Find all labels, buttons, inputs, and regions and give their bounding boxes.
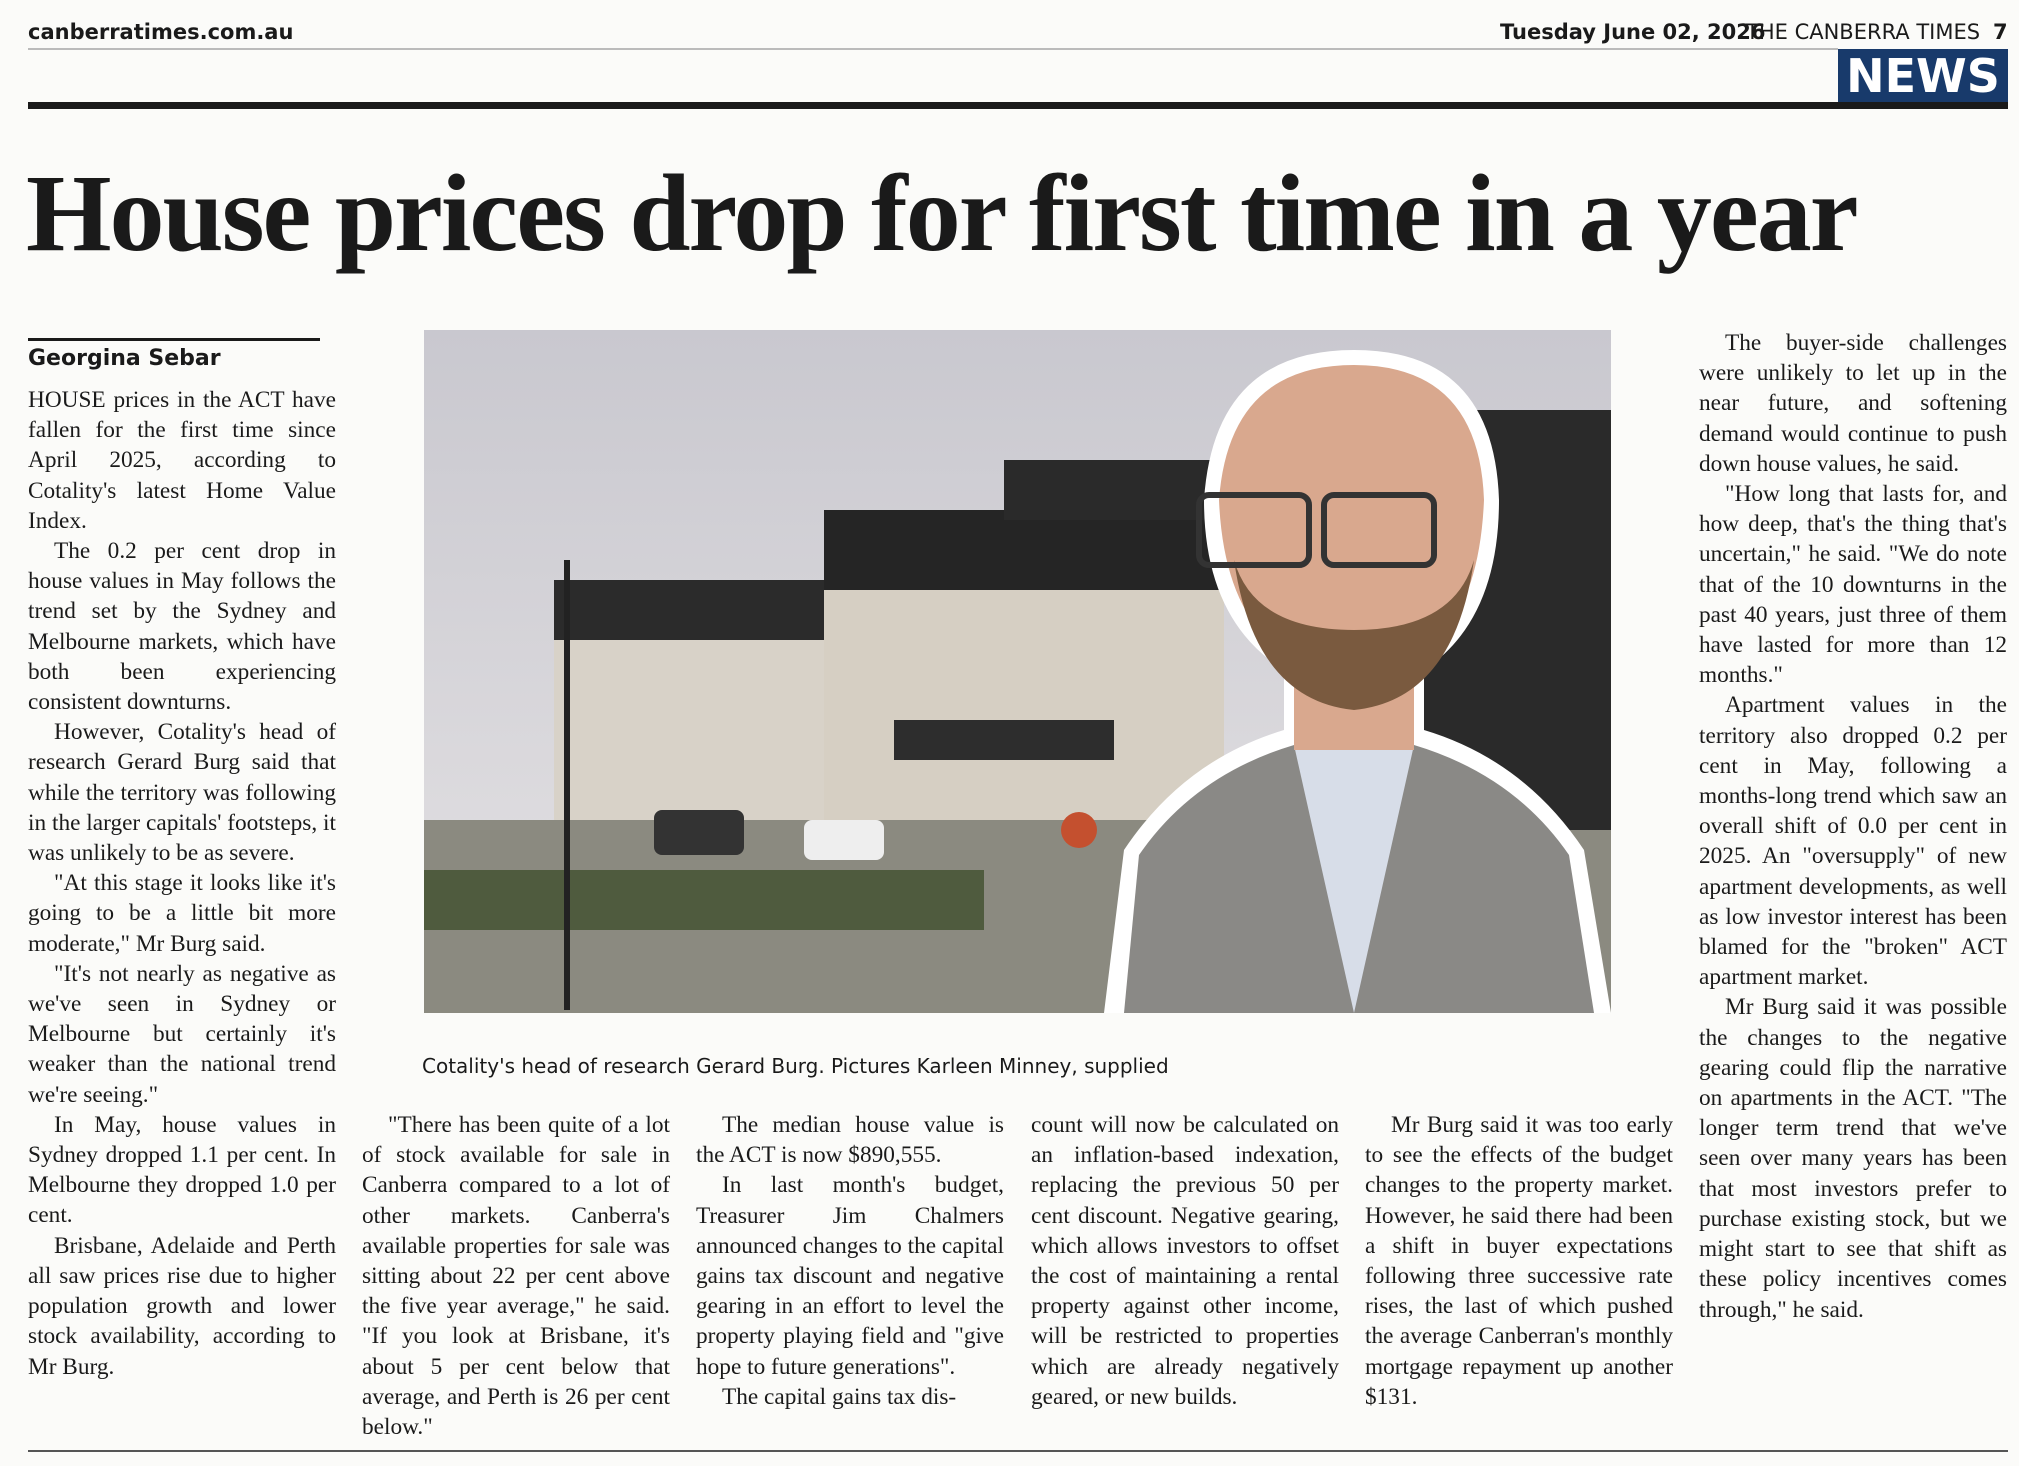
page-number: 7 — [1993, 20, 2008, 44]
issue-date: Tuesday June 02, 2026 — [1500, 20, 1766, 44]
paragraph: "At this stage it looks like it's going … — [28, 870, 336, 957]
paragraph: "There has been quite of a lot of stock … — [362, 1112, 670, 1441]
text-column: HOUSE prices in the ACT have fallen for … — [28, 385, 336, 1382]
site-url: canberratimes.com.au — [28, 20, 294, 44]
paragraph: "How long that lasts for, and how deep, … — [1699, 481, 2007, 689]
paragraph: In May, house values in Sydney dropped 1… — [28, 1111, 336, 1229]
photo — [424, 330, 1611, 1013]
header-bar — [28, 102, 2008, 109]
paragraph: Apartment values in the territory also d… — [1699, 692, 2007, 991]
paragraph: The buyer-side challenges were unlikely … — [1699, 330, 2007, 477]
paragraph: Mr Burg said it was possible the changes… — [1699, 994, 2007, 1323]
paragraph: Mr Burg said it was too early to see the… — [1365, 1112, 1673, 1410]
byline-rule — [28, 338, 320, 341]
paragraph: The capital gains tax dis- — [722, 1383, 957, 1410]
photo-caption: Cotality's head of research Gerard Burg.… — [422, 1054, 1169, 1078]
paragraph: The median house value is the ACT is now… — [696, 1112, 1004, 1169]
paragraph: "It's not nearly as negative as we've se… — [28, 960, 336, 1108]
text-column: count will now be calculated on an infla… — [1031, 1110, 1339, 1412]
text-column: The buyer-side challenges were unlikely … — [1699, 328, 2007, 1325]
paragraph: HOUSE prices in the ACT have fallen for … — [28, 387, 336, 534]
paragraph: However, Cotality's head of research Ger… — [28, 719, 336, 867]
paragraph: Brisbane, Adelaide and Perth all saw pri… — [28, 1232, 336, 1380]
byline: Georgina Sebar — [28, 346, 221, 371]
paper-name: THE CANBERRA TIMES — [1746, 20, 1981, 44]
paragraph: count will now be calculated on an infla… — [1031, 1112, 1339, 1410]
paragraph: The 0.2 per cent drop in house values in… — [28, 538, 336, 716]
header-rule — [28, 48, 1838, 50]
bottom-rule — [28, 1450, 2008, 1452]
headline: House prices drop for first time in a ye… — [26, 152, 1859, 274]
text-column: "There has been quite of a lot of stock … — [362, 1110, 670, 1442]
section-label: NEWS — [1838, 49, 2008, 104]
text-column: Mr Burg said it was too early to see the… — [1365, 1110, 1673, 1412]
paragraph: In last month's budget, Treasurer Jim Ch… — [696, 1172, 1004, 1380]
text-column: The median house value is the ACT is now… — [696, 1110, 1004, 1412]
